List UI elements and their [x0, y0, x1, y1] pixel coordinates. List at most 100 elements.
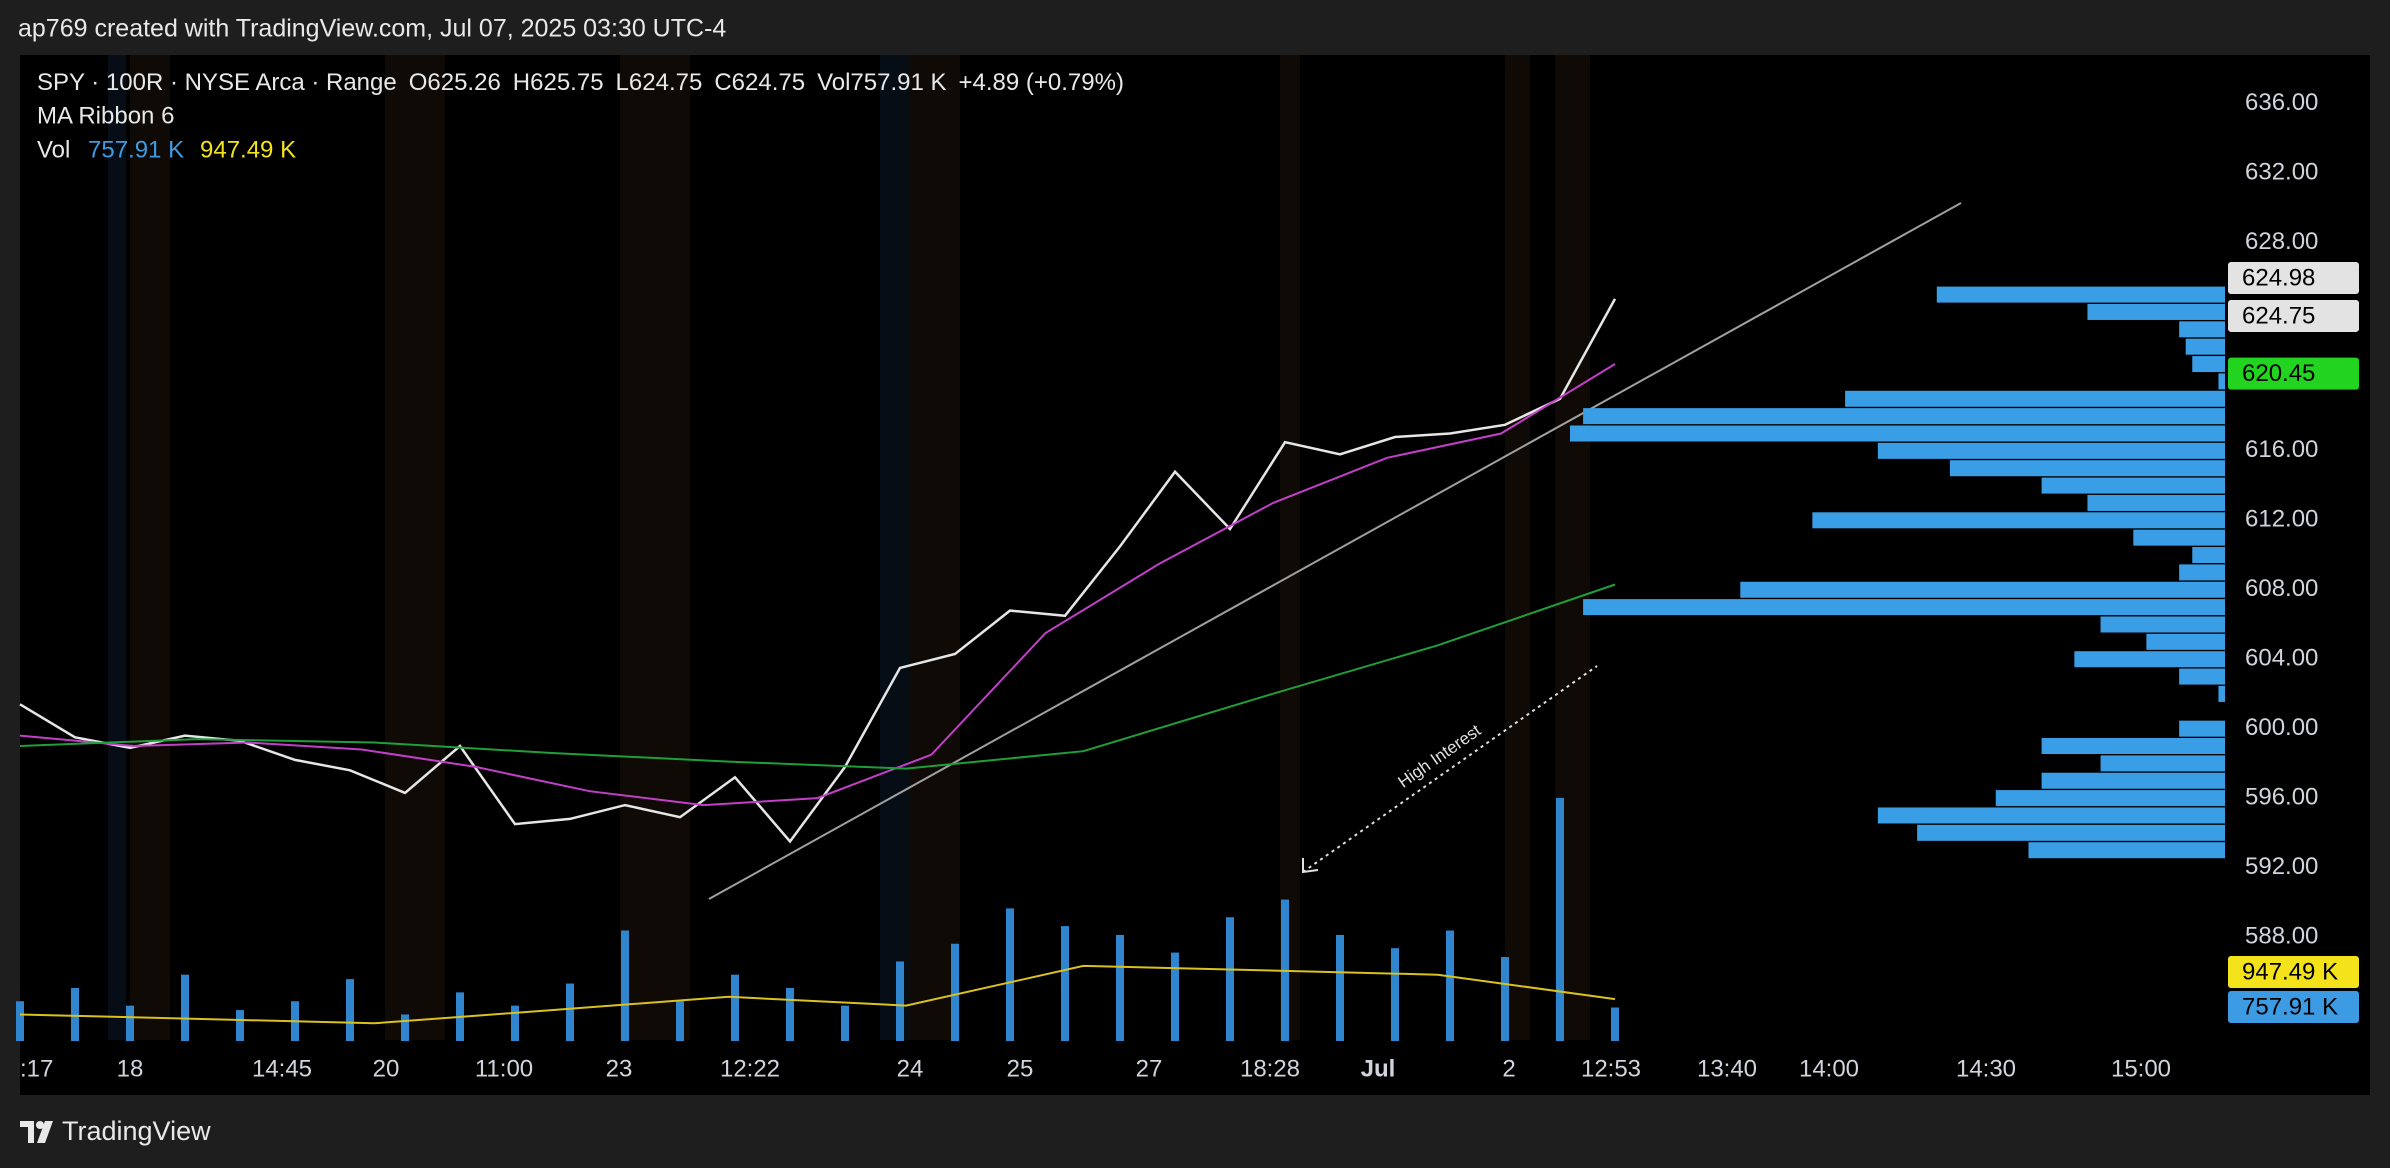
session-shading: [108, 55, 1590, 1040]
profile-bar: [2100, 616, 2225, 633]
trend-line: [708, 202, 1962, 900]
profile-bar: [1812, 512, 2225, 529]
profile-bar: [1845, 390, 2225, 407]
volume-bar: [346, 979, 354, 1041]
profile-bar: [2100, 755, 2225, 772]
volume-bar: [731, 974, 739, 1041]
volume-tag-label: 757.91 K: [2242, 993, 2338, 1020]
volume-bar: [401, 1014, 409, 1041]
profile-bar: [2192, 547, 2225, 564]
price-line: [19, 298, 1617, 844]
volume-bar: [1446, 930, 1454, 1041]
profile-bar: [2218, 685, 2225, 702]
legend-item: L624.75: [616, 69, 703, 96]
indicator-name: MA Ribbon 6: [37, 102, 174, 129]
profile-bar: [2179, 321, 2225, 338]
x-tick-label: 2: [1502, 1055, 1515, 1082]
x-tick-label: 14:30: [1956, 1055, 2016, 1082]
profile-bar: [2192, 356, 2225, 373]
volume-bar: [621, 930, 629, 1041]
volume-bar: [71, 987, 79, 1041]
shade: [1280, 55, 1300, 1040]
legend-item: SPY · 100R · NYSE Arca · Range: [37, 69, 397, 96]
profile-bar: [2041, 477, 2225, 494]
volume-bar: [181, 974, 189, 1041]
shade: [130, 55, 170, 1040]
shade: [385, 55, 445, 1040]
volume-bar: [1611, 1007, 1619, 1041]
price-tag: [2228, 261, 2359, 294]
shade: [620, 55, 690, 1040]
volume-bar: [1501, 957, 1509, 1041]
profile-bar: [2179, 564, 2225, 581]
y-tick-label: 632.00: [2245, 158, 2318, 185]
x-tick-label: 12:22: [720, 1055, 780, 1082]
x-tick-label: 12:53: [1581, 1055, 1641, 1082]
x-tick-label: 15:00: [2111, 1055, 2171, 1082]
volume-bar: [1006, 908, 1014, 1041]
volume-bar: [566, 983, 574, 1041]
profile-bar: [1917, 824, 2225, 841]
price-tag: [2228, 299, 2359, 332]
volume-bar: [841, 1005, 849, 1041]
price-line: [19, 583, 1616, 770]
x-tick-label: 11:00: [475, 1055, 533, 1082]
y-tick-label: 612.00: [2245, 506, 2318, 533]
chart-panel: [20, 55, 2370, 1095]
volume-bar: [786, 987, 794, 1041]
volume-tag-label: 947.49 K: [2242, 958, 2338, 985]
y-tick-label: 628.00: [2245, 228, 2318, 255]
volume-bar: [511, 1005, 519, 1041]
volume-bar: [236, 1010, 244, 1041]
x-tick-label: 27: [1136, 1055, 1163, 1082]
profile-bar: [2041, 738, 2225, 755]
profile-bar: [2041, 772, 2225, 789]
volume-bar: [1556, 797, 1564, 1041]
x-tick-label: 14:00: [1799, 1055, 1859, 1082]
volume-bar: [1116, 934, 1124, 1041]
legend-item: H625.75: [513, 69, 604, 96]
header-text: ap769 created with TradingView.com, Jul …: [18, 15, 726, 43]
price-tag-label: 620.45: [2242, 360, 2315, 387]
volume-average: 947.49 K: [200, 136, 296, 163]
legend-item: O625.26: [409, 69, 501, 96]
x-tick-label: 24: [897, 1055, 924, 1082]
logo-dot: [36, 1121, 44, 1129]
profile-bar: [1949, 460, 2225, 477]
volume-tag: [2228, 991, 2359, 1023]
y-tick-label: 592.00: [2245, 853, 2318, 880]
profile-bar: [2179, 668, 2225, 685]
profile-bar: [2133, 529, 2225, 546]
profile-bar: [1995, 790, 2225, 807]
volume-bar: [1171, 952, 1179, 1041]
profile-bar: [1570, 425, 2225, 442]
x-tick-label: :17: [20, 1055, 53, 1082]
shade: [108, 55, 126, 1040]
profile-bar: [1936, 286, 2225, 303]
price-tag-label: 624.75: [2242, 302, 2315, 329]
profile-bar: [1877, 442, 2225, 459]
volume-bar: [1061, 926, 1069, 1041]
volume-bar: [1391, 948, 1399, 1041]
volume-ma-line: [19, 964, 1616, 1025]
legend: SPY · 100R · NYSE Arca · Range O625.26 H62…: [37, 69, 1124, 163]
legend-item: Vol757.91 K: [817, 69, 946, 96]
footer-logo: [20, 1121, 53, 1143]
volume-bar: [1226, 917, 1234, 1041]
profile-bar: [2179, 720, 2225, 737]
volume-bar: [951, 943, 959, 1041]
legend-item: +4.89 (+0.79%): [959, 69, 1124, 96]
profile-bar: [2218, 373, 2225, 390]
y-tick-label: 588.00: [2245, 922, 2318, 949]
y-tick-label: 600.00: [2245, 714, 2318, 741]
legend-line: SPY · 100R · NYSE Arca · Range O625.26 H62…: [37, 69, 1124, 96]
price-tag: [2228, 357, 2359, 390]
shade: [880, 55, 910, 1040]
footer-text: TradingView: [62, 1116, 211, 1146]
shade: [1505, 55, 1530, 1040]
x-tick-label: 20: [373, 1055, 400, 1082]
x-tick-label: 13:40: [1697, 1055, 1757, 1082]
profile-bar: [2087, 303, 2225, 320]
profile-bar: [1877, 807, 2225, 824]
